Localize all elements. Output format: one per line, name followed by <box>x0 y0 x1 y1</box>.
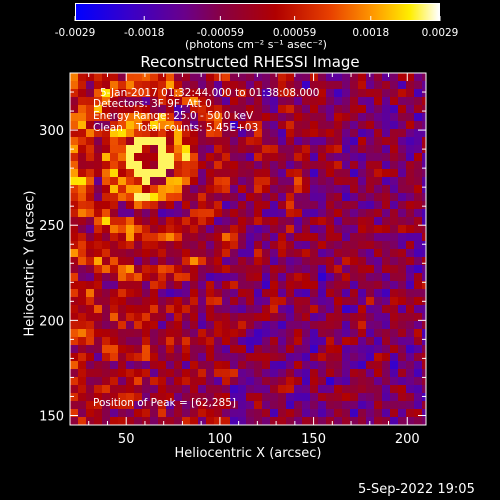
colorbar <box>75 3 440 21</box>
colorbar-tick-label: 0.0029 <box>422 27 459 39</box>
x-tick-label: 200 <box>395 432 420 447</box>
x-axis-label: Heliocentric X (arcsec) <box>174 446 322 461</box>
colorbar-tick-label: -0.0029 <box>55 27 96 39</box>
x-tick-label: 100 <box>207 432 232 447</box>
y-axis-label: Heliocentric Y (arcsec) <box>22 190 38 337</box>
annotation-time-range: 5-Jan-2017 01:32:44.000 to 01:38:08.000 <box>100 87 320 99</box>
y-tick-label: 300 <box>39 124 64 139</box>
x-tick-label: 150 <box>301 432 326 447</box>
annotation-peak-position: Position of Peak = [62,285] <box>93 397 237 409</box>
annotation-total-counts: Clean Total counts: 5.45E+03 <box>93 122 259 134</box>
colorbar-tick-label: -0.0018 <box>124 27 165 39</box>
colorbar-tick-label: 0.0018 <box>352 27 389 39</box>
y-tick-label: 150 <box>39 409 64 424</box>
footer-timestamp: 5-Sep-2022 19:05 <box>358 482 475 497</box>
y-tick-label: 250 <box>39 219 64 234</box>
colorbar-tick-label: -0.00059 <box>197 27 244 39</box>
x-tick-label: 50 <box>118 432 135 447</box>
annotation-energy-range: Energy Range: 25.0 - 50.0 keV <box>93 110 254 122</box>
annotation-detectors: Detectors: 3F 9F, Att 0 <box>93 98 212 110</box>
y-tick-label: 200 <box>39 314 64 329</box>
colorbar-unit-label: (photons cm⁻² s⁻¹ asec⁻²) <box>185 38 327 51</box>
plot-frame <box>69 72 427 426</box>
colorbar-tick-label: 0.00059 <box>273 27 316 39</box>
heatmap-image <box>70 73 426 425</box>
chart-title: Reconstructed RHESSI Image <box>140 53 360 71</box>
colorbar-axis: -0.0029 -0.0018 -0.00059 0.00059 0.0018 0.002… <box>55 16 459 39</box>
